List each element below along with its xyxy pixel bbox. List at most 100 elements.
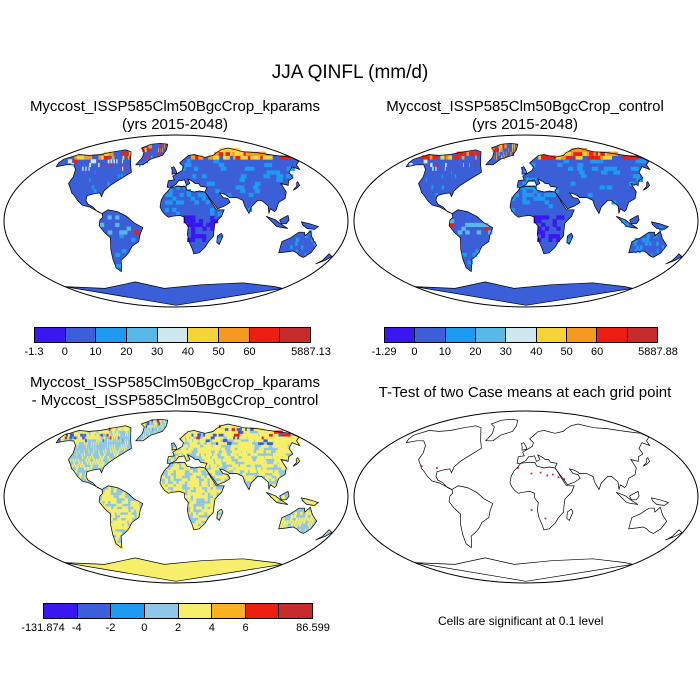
grid-cell (273, 461, 278, 465)
grid-cell (242, 464, 247, 468)
grid-cell (176, 469, 180, 474)
grid-cell (119, 514, 124, 519)
grid-cell (131, 237, 136, 243)
grid-cell (109, 447, 111, 451)
colorbar-tick-label: 10 (438, 346, 451, 358)
grid-cell (651, 252, 653, 257)
colorbar-swatch (44, 604, 78, 618)
grid-cell (184, 162, 189, 168)
grid-cell (121, 526, 126, 530)
grid-cell (85, 155, 90, 160)
grid-cell (212, 444, 217, 448)
grid-cell (222, 458, 227, 462)
grid-cell (90, 436, 93, 440)
grid-cell (176, 455, 179, 460)
grid-cell (472, 252, 478, 257)
grid-cell (441, 174, 443, 179)
grid-cell (198, 489, 203, 493)
grid-cell (212, 430, 218, 434)
grid-cell (176, 200, 181, 205)
grid-cell (212, 489, 217, 493)
grid-cell (233, 444, 238, 448)
grid-cell (119, 503, 123, 507)
grid-cell (526, 200, 531, 205)
grid-cell (289, 245, 293, 250)
grid-cell (190, 196, 195, 201)
grid-cell (121, 500, 126, 504)
grid-cell (194, 430, 198, 434)
grid-cell (165, 192, 170, 198)
grid-cell (249, 447, 255, 451)
grid-cell (181, 464, 185, 468)
grid-cell (133, 503, 137, 507)
grid-cell (236, 427, 244, 431)
colorbar-swatch (475, 328, 507, 342)
grid-cell (268, 433, 277, 437)
grid-cell (510, 151, 512, 156)
grid-cell (548, 237, 553, 243)
grid-cell (145, 433, 146, 437)
panel-ttest-title: T-Test of two Case means at each grid po… (355, 384, 695, 402)
grid-cell (102, 438, 104, 443)
grid-cell (190, 506, 194, 510)
grid-cell (232, 464, 236, 468)
colorbar-tick-label: -4 (71, 622, 82, 634)
grid-cell (195, 506, 200, 510)
grid-cell (533, 196, 538, 201)
grid-cell (272, 495, 277, 499)
grid-cell (514, 144, 515, 149)
grid-cell (213, 495, 217, 499)
grid-cell (255, 155, 265, 160)
grid-cell (136, 506, 140, 510)
grid-cell (80, 438, 83, 443)
grid-cell (192, 483, 197, 488)
grid-cell (216, 438, 221, 443)
grid-cell (210, 211, 215, 216)
colorbar-tick-label: 4 (208, 622, 215, 634)
grid-cell (93, 458, 95, 462)
grid-cell (181, 461, 185, 465)
grid-cell (125, 514, 130, 519)
grid-cell (198, 472, 202, 476)
grid-cell (526, 192, 531, 198)
grid-cell (567, 237, 571, 243)
grid-cell (436, 162, 439, 168)
grid-cell (249, 461, 254, 465)
grid-cell (639, 245, 643, 250)
grid-cell (254, 151, 266, 156)
grid-cell (291, 523, 294, 527)
grid-cell (187, 503, 191, 507)
grid-cell (484, 222, 489, 228)
grid-cell (211, 447, 216, 451)
grid-cell (86, 461, 89, 465)
colorbar-swatch (157, 328, 189, 342)
grid-cell (282, 433, 291, 437)
grid-cell (89, 467, 92, 471)
grid-cell (173, 481, 177, 485)
grid-cell (284, 526, 287, 530)
grid-cell (236, 469, 240, 474)
grid-cell (231, 427, 239, 431)
grid-cell (110, 495, 114, 499)
grid-cell (81, 452, 83, 457)
grid-cell (248, 192, 254, 198)
grid-cell (210, 436, 215, 440)
grid-cell (258, 441, 264, 445)
grid-cell (560, 155, 567, 160)
grid-cell (281, 495, 285, 499)
grid-cell (211, 467, 215, 471)
grid-cell (281, 520, 284, 524)
grid-cell (193, 441, 198, 445)
grid-cell (201, 192, 206, 198)
grid-cell (195, 523, 199, 527)
grid-cell (210, 215, 215, 220)
grid-cell (280, 452, 286, 457)
grid-cell (277, 444, 283, 448)
coastline-greenland (135, 418, 169, 442)
grid-cell (82, 455, 84, 460)
grid-cell (250, 464, 255, 468)
grid-cell (149, 147, 151, 153)
grid-cell (129, 433, 130, 437)
grid-cell (238, 452, 243, 457)
grid-cell (267, 438, 275, 443)
